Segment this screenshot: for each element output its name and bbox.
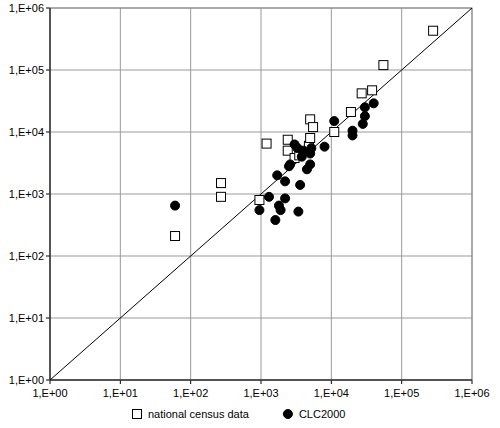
y-axis bbox=[50, 8, 51, 380]
y-tick bbox=[46, 380, 50, 381]
data-point bbox=[368, 86, 377, 95]
y-grid-line bbox=[50, 70, 472, 71]
data-point bbox=[255, 196, 264, 205]
data-point bbox=[330, 128, 339, 137]
legend-marker bbox=[133, 410, 142, 419]
plot-frame bbox=[50, 8, 472, 380]
data-point bbox=[307, 144, 316, 153]
data-point bbox=[265, 192, 274, 201]
data-point bbox=[171, 201, 180, 210]
x-axis bbox=[50, 380, 472, 381]
data-point bbox=[330, 117, 339, 126]
x-grid-line bbox=[50, 8, 51, 380]
legend-label: CLC2000 bbox=[299, 408, 345, 420]
y-tick bbox=[46, 194, 50, 195]
data-point bbox=[360, 112, 369, 121]
data-point bbox=[348, 131, 357, 140]
data-point bbox=[171, 232, 180, 241]
x-tick bbox=[472, 380, 473, 384]
y-tick bbox=[46, 318, 50, 319]
data-point bbox=[276, 206, 285, 215]
x-tick-label: 1,E+02 bbox=[173, 387, 208, 399]
x-tick bbox=[190, 380, 191, 384]
x-tick bbox=[401, 380, 402, 384]
data-point bbox=[369, 99, 378, 108]
legend-label: national census data bbox=[148, 408, 250, 420]
data-point bbox=[255, 206, 264, 215]
data-point bbox=[281, 194, 290, 203]
data-point bbox=[217, 179, 226, 188]
data-point bbox=[346, 108, 355, 117]
data-point bbox=[286, 160, 295, 169]
plot-area bbox=[50, 8, 472, 380]
y-tick bbox=[46, 8, 50, 9]
data-point bbox=[296, 180, 305, 189]
x-tick-label: 1,E+01 bbox=[103, 387, 138, 399]
x-tick-label: 1,E+04 bbox=[314, 387, 349, 399]
x-tick-label: 1,E+00 bbox=[32, 387, 67, 399]
y-tick-label: 1,E+06 bbox=[9, 2, 44, 14]
x-tick bbox=[261, 380, 262, 384]
y-tick-label: 1,E+04 bbox=[9, 126, 44, 138]
y-tick-label: 1,E+05 bbox=[9, 64, 44, 76]
data-point bbox=[379, 61, 388, 70]
data-point bbox=[217, 192, 226, 201]
identity-line bbox=[50, 8, 472, 380]
y-tick-label: 1,E+01 bbox=[9, 312, 44, 324]
x-tick bbox=[50, 380, 51, 384]
y-tick-label: 1,E+00 bbox=[9, 374, 44, 386]
y-grid-line bbox=[50, 256, 472, 257]
data-point bbox=[360, 103, 369, 112]
y-tick bbox=[46, 132, 50, 133]
data-point bbox=[309, 123, 318, 132]
data-point bbox=[306, 160, 315, 169]
data-point bbox=[357, 89, 366, 98]
x-tick bbox=[120, 380, 121, 384]
x-tick-label: 1,E+05 bbox=[384, 387, 419, 399]
legend: national census data CLC2000 bbox=[133, 408, 346, 420]
data-point bbox=[273, 171, 282, 180]
data-point bbox=[429, 26, 438, 35]
x-tick bbox=[331, 380, 332, 384]
data-point bbox=[271, 216, 280, 225]
data-point bbox=[306, 134, 315, 143]
y-grid-line bbox=[50, 132, 472, 133]
y-grid-line bbox=[50, 380, 472, 381]
chart: 1,E+00 1,E+01 1,E+02 1,E+03 1,E+04 1,E+05 1,E+… bbox=[0, 0, 500, 428]
x-tick-label: 1,E+06 bbox=[454, 387, 489, 399]
legend-marker bbox=[283, 410, 292, 419]
x-tick-label: 1,E+03 bbox=[243, 387, 278, 399]
data-point bbox=[320, 142, 329, 151]
data-point bbox=[294, 207, 303, 216]
y-tick-label: 1,E+02 bbox=[9, 250, 44, 262]
y-grid-line bbox=[50, 318, 472, 319]
data-point bbox=[262, 139, 271, 148]
y-tick-label: 1,E+03 bbox=[9, 188, 44, 200]
data-point bbox=[281, 177, 290, 186]
y-tick bbox=[46, 70, 50, 71]
y-tick bbox=[46, 256, 50, 257]
